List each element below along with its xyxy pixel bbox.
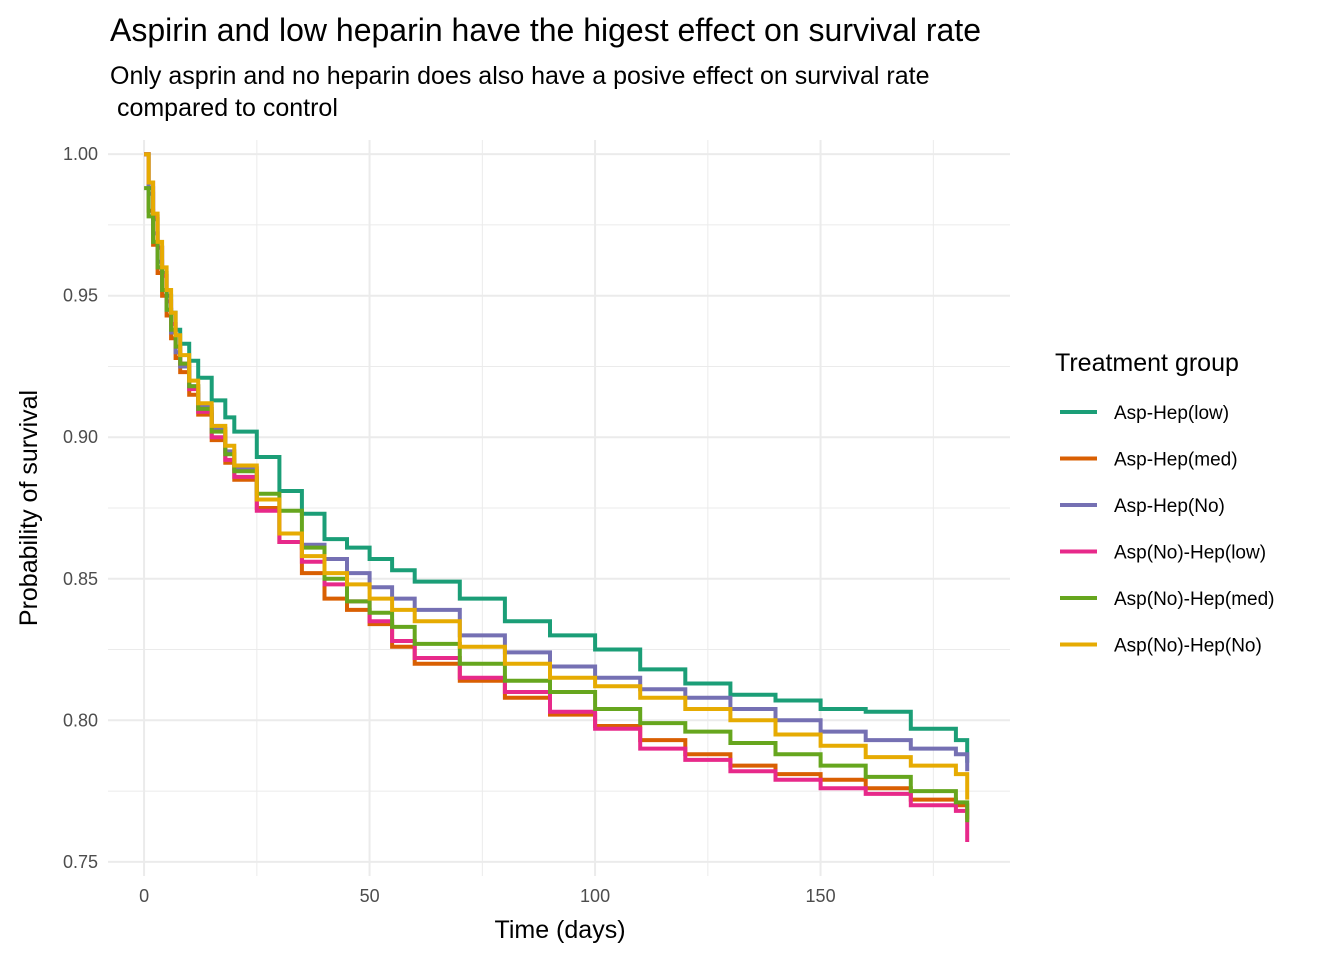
x-tick-label: 100 [580, 886, 610, 906]
series-line [144, 152, 970, 763]
x-tick-label: 0 [139, 886, 149, 906]
series-lines [144, 152, 970, 842]
x-tick-label: 50 [360, 886, 380, 906]
legend-label: Asp-Hep(med) [1114, 450, 1238, 471]
series-line [144, 186, 970, 823]
series-line [144, 152, 970, 800]
legend-label: Asp(No)-Hep(low) [1114, 543, 1266, 564]
chart-subtitle: Only asprin and no heparin does also hav… [110, 62, 930, 122]
y-tick-label: 0.85 [63, 569, 98, 589]
chart-title: Aspirin and low heparin have the higest … [110, 12, 982, 48]
legend-label: Asp-Hep(No) [1114, 496, 1225, 517]
legend-label: Asp(No)-Hep(No) [1114, 636, 1262, 657]
y-tick-label: 0.75 [63, 852, 98, 872]
y-tick-label: 0.95 [63, 286, 98, 306]
axis-ticks: 0 50 100 150 0.75 0.80 0.85 0.90 0.95 1.00 [63, 144, 836, 906]
legend-label: Asp(No)-Hep(med) [1114, 589, 1274, 610]
y-tick-label: 0.80 [63, 710, 98, 730]
legend-title: Treatment group [1055, 349, 1239, 377]
legend-label: Asp-Hep(low) [1114, 403, 1229, 424]
grid-lines [108, 140, 1010, 876]
x-tick-label: 150 [806, 886, 836, 906]
y-axis-title: Probability of survival [15, 390, 43, 626]
legend: Asp-Hep(low) Asp-Hep(med) Asp-Hep(No) Asp(N… [1060, 403, 1274, 657]
y-tick-label: 1.00 [63, 144, 98, 164]
y-tick-label: 0.90 [63, 427, 98, 447]
x-axis-title: Time (days) [494, 916, 625, 944]
